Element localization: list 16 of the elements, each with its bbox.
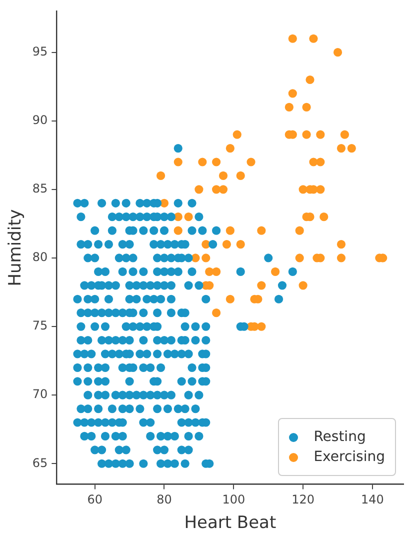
y-tick-label: 70 [32,387,48,402]
y-tick-label: 95 [32,44,48,58]
x-tick-label: 140 [361,492,384,507]
x-tick-label: 80 [156,492,172,507]
x-tick-label: 120 [292,492,315,507]
legend-label: Resting [314,429,366,446]
x-tick-label: 60 [87,492,102,507]
x-axis-title: Heart Beat [184,513,276,534]
y-tick-label: 90 [32,113,48,128]
x-tick-label: 100 [222,492,246,507]
y-tick-label: 65 [32,456,48,470]
y-tick-label: 80 [32,250,48,264]
y-tick-label: 75 [32,318,48,333]
y-axis-title: Humidity [6,209,26,286]
legend-label: Exercising [314,449,385,466]
y-tick-label: 85 [32,182,48,196]
